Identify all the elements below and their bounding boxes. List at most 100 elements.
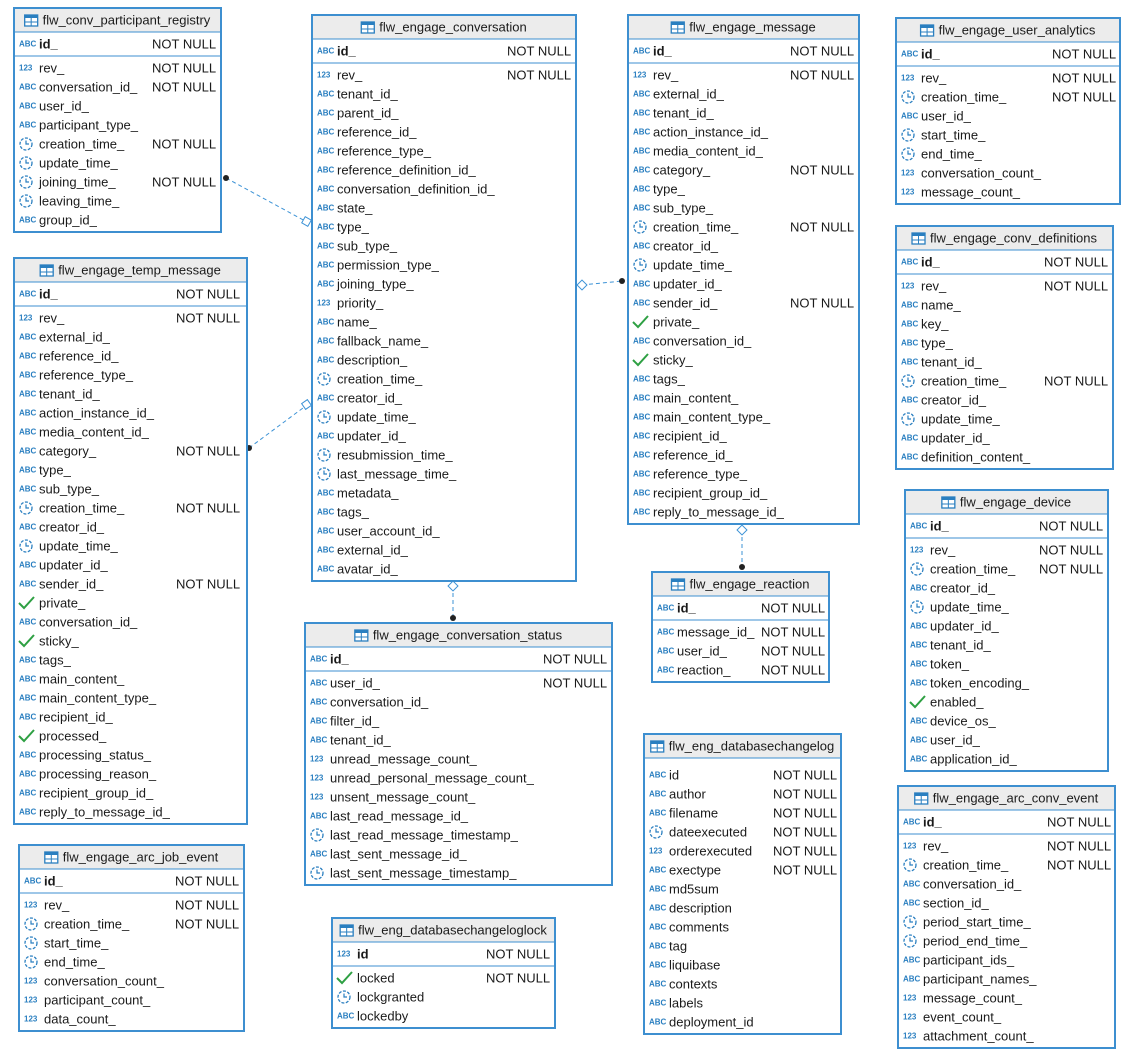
column-row: 123 unsent_message_count_ (310, 789, 476, 804)
type-icon: ABC (19, 352, 37, 361)
check-icon (632, 353, 649, 367)
column-name: unsent_message_count_ (330, 789, 476, 804)
column-name: conversation_id_ (653, 333, 752, 348)
column-row: ABC reference_definition_id_ (317, 162, 477, 177)
column-row: 123 message_count_ (901, 184, 1021, 199)
clock-hands (316, 831, 320, 836)
clock-icon (19, 194, 33, 208)
column-row: ABC group_id_ (19, 212, 98, 227)
clock-hands (30, 939, 34, 944)
column-row: ABC id_ NOT NULL (910, 518, 1103, 533)
column-row: ABC id_ NOT NULL (19, 36, 216, 51)
type-icon: ABC (633, 299, 651, 308)
column-constraint: NOT NULL (1047, 857, 1111, 872)
column-name: main_content_type_ (39, 690, 157, 705)
column-constraint: NOT NULL (1052, 89, 1116, 104)
column-row: 123 rev_ NOT NULL (901, 278, 1108, 293)
clock-face (19, 501, 33, 515)
type-icon: ABC (633, 489, 651, 498)
column-row: 123 data_count_ (24, 1011, 116, 1026)
column-name: user_id_ (921, 108, 972, 123)
clock-hands (25, 542, 29, 547)
clock-icon (19, 501, 33, 515)
type-icon: 123 (901, 282, 915, 291)
type-icon: ABC (901, 112, 919, 121)
type-icon: ABC (901, 453, 919, 462)
column-row: ABC updater_id_ (910, 618, 999, 633)
clock-face (317, 448, 331, 462)
column-row: 123 conversation_count_ (901, 165, 1042, 180)
clock-hands (25, 140, 29, 145)
column-constraint: NOT NULL (175, 897, 239, 912)
column-name: application_id_ (930, 751, 1018, 766)
table-icon (670, 578, 686, 591)
column-name: external_id_ (39, 329, 111, 344)
column-name: update_time_ (930, 599, 1010, 614)
clock-icon (903, 915, 917, 929)
clock-icon (901, 147, 915, 161)
clock-icon (901, 374, 915, 388)
column-row: ABC external_id_ (317, 542, 409, 557)
table-icon-top (354, 630, 368, 633)
column-row: ABC reference_id_ (633, 447, 733, 462)
table-name: flw_engage_conv_definitions (930, 230, 1097, 245)
type-icon: ABC (317, 242, 335, 251)
table-icon (339, 924, 354, 937)
column-row: ABC sender_id_ NOT NULL (19, 576, 240, 591)
type-icon: 123 (903, 842, 917, 851)
column-row: ABC main_content_type_ (19, 690, 157, 705)
type-icon: ABC (317, 394, 335, 403)
clock-hands (909, 861, 913, 866)
column-name: id_ (330, 651, 350, 666)
clock-face (19, 194, 33, 208)
column-constraint: NOT NULL (176, 576, 240, 591)
column-name: id_ (677, 600, 697, 615)
column-row: ABC reply_to_message_id_ (633, 504, 785, 519)
type-icon: ABC (901, 396, 919, 405)
column-row: private_ (632, 314, 700, 329)
type-icon: ABC (310, 717, 328, 726)
type-icon: ABC (317, 356, 335, 365)
column-row: update_time_ (901, 411, 1001, 426)
column-name: creation_time_ (921, 89, 1007, 104)
column-name: rev_ (44, 897, 70, 912)
type-icon: 123 (310, 774, 324, 783)
column-name: participant_type_ (39, 117, 139, 132)
clock-icon (317, 448, 331, 462)
table-box (311, 14, 577, 582)
column-name: main_content_ (39, 671, 125, 686)
column-row: start_time_ (24, 935, 109, 950)
column-row: ABC last_read_message_id_ (310, 808, 469, 823)
column-name: reference_id_ (337, 124, 417, 139)
column-row: ABC joining_type_ (317, 276, 414, 291)
column-row: ABC processing_reason_ (19, 766, 157, 781)
clock-hands (639, 223, 643, 228)
column-row: ABC tenant_id_ (317, 86, 398, 101)
type-icon: ABC (649, 866, 667, 875)
table-name: flw_engage_device (960, 494, 1071, 509)
type-icon: ABC (633, 166, 651, 175)
type-icon: ABC (903, 956, 921, 965)
connector-end (576, 279, 588, 291)
column-name: creation_time_ (921, 373, 1007, 388)
column-row: ABC id NOT NULL (649, 767, 837, 782)
connector-end (301, 216, 312, 227)
column-row: 123 rev_ NOT NULL (317, 67, 571, 82)
column-row: ABC labels (649, 995, 703, 1010)
column-row: ABC token_encoding_ (910, 675, 1030, 690)
column-name: updater_id_ (39, 557, 108, 572)
check-icon (336, 971, 353, 985)
clock-face (901, 147, 915, 161)
column-row: ABC tags_ (19, 652, 72, 667)
type-icon: ABC (649, 790, 667, 799)
type-icon: ABC (910, 717, 928, 726)
column-row: ABC type_ (19, 462, 72, 477)
column-row: dateexecuted NOT NULL (649, 824, 837, 839)
column-name: external_id_ (653, 86, 725, 101)
type-icon: ABC (633, 508, 651, 517)
column-row: ABC action_instance_id_ (19, 405, 155, 420)
column-row: ABC type_ (901, 335, 954, 350)
column-row: last_message_time_ (317, 466, 457, 481)
type-icon: ABC (19, 428, 37, 437)
